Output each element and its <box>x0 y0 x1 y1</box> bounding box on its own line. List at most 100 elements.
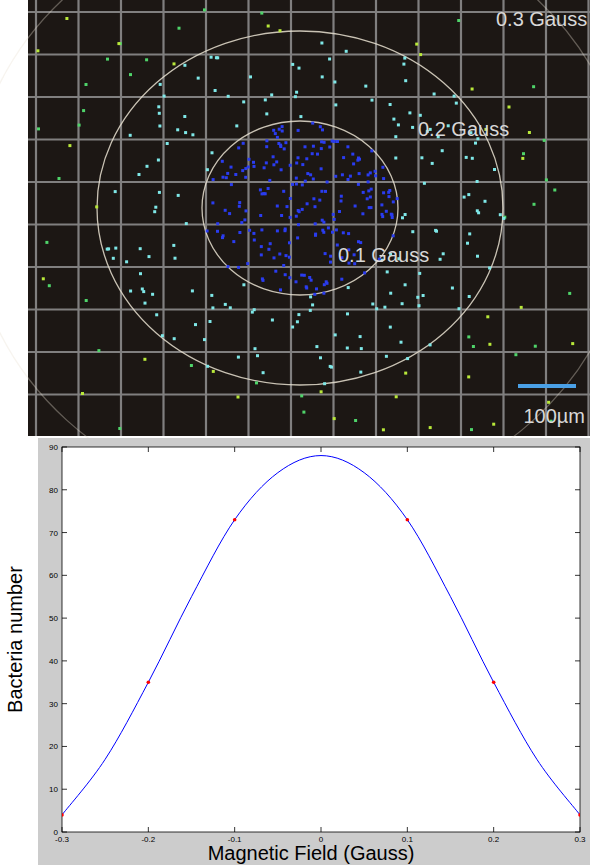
bacterium <box>227 95 230 98</box>
x-tick-label: -0.2 <box>141 835 155 844</box>
bacterium <box>364 85 367 88</box>
bacterium <box>324 190 327 193</box>
x-tick-label: 0.2 <box>488 835 500 844</box>
bacterium <box>474 142 477 145</box>
bacterium <box>508 106 511 109</box>
bacterium <box>346 347 349 350</box>
grid-line <box>28 393 590 395</box>
bacterium <box>401 302 404 305</box>
bacterium <box>331 140 334 143</box>
bacterium <box>148 255 151 258</box>
bacterium <box>206 365 209 368</box>
bacterium <box>114 247 117 250</box>
bacterium <box>381 213 384 216</box>
y-tick <box>575 618 580 619</box>
y-tick-label: 70 <box>49 529 58 538</box>
bacterium <box>85 83 88 86</box>
bacterium <box>324 252 327 255</box>
bacterium <box>312 178 315 181</box>
bacterium <box>360 347 363 350</box>
bacterium <box>467 335 470 338</box>
bacterium <box>568 292 571 295</box>
bacterium <box>470 428 473 431</box>
x-tick-label: 0.3 <box>574 835 586 844</box>
bacterium <box>215 56 218 59</box>
bacterium <box>289 216 292 219</box>
bacterium <box>439 258 442 261</box>
bacterium <box>369 196 372 199</box>
bacterium <box>466 242 469 245</box>
bacterium <box>347 232 350 235</box>
fit-line <box>62 456 580 815</box>
bacterium <box>333 218 336 221</box>
bacterium <box>240 221 243 224</box>
bacterium <box>279 144 282 147</box>
bacterium <box>206 230 209 233</box>
bacterium <box>327 226 330 229</box>
bacterium <box>296 320 299 323</box>
bacterium <box>45 241 48 244</box>
bacterium <box>420 156 423 159</box>
bacterium <box>419 53 422 56</box>
data-point <box>578 813 580 817</box>
data-point <box>147 680 151 684</box>
grid-line <box>502 0 504 436</box>
bacterium <box>476 180 479 183</box>
bacterium <box>253 308 256 311</box>
bacterium <box>262 371 265 374</box>
bacterium <box>528 131 531 134</box>
x-tick <box>62 827 63 832</box>
bacterium <box>144 302 147 305</box>
bacterium <box>242 100 245 103</box>
bacterium <box>183 115 186 118</box>
bacterium <box>279 29 282 32</box>
y-tick <box>575 489 580 490</box>
bacterium <box>298 67 301 70</box>
bacterium <box>375 307 378 310</box>
bacterium <box>316 153 319 156</box>
bacterium <box>65 17 68 20</box>
bacterium <box>283 147 286 150</box>
bacterium <box>212 178 215 181</box>
bacterium <box>281 130 284 133</box>
bacterium <box>367 173 370 176</box>
bacterium <box>394 157 397 160</box>
bacterium <box>404 283 407 286</box>
bacterium <box>401 216 404 219</box>
bacterium <box>253 165 256 168</box>
bacterium <box>157 105 160 108</box>
bacterium <box>502 217 505 220</box>
bacterium <box>282 264 285 267</box>
bacterium <box>359 371 362 374</box>
bacterium <box>357 183 360 186</box>
bacterium <box>36 49 39 52</box>
y-tick-label: 90 <box>49 443 58 452</box>
bacterium <box>68 144 71 147</box>
bacterium <box>308 276 311 279</box>
bacterium <box>143 358 146 361</box>
bacterium <box>346 312 349 315</box>
bacterium <box>284 273 287 276</box>
data-point <box>233 518 237 522</box>
x-axis-title: Magnetic Field (Gauss) <box>208 842 415 864</box>
bacterium <box>280 168 283 171</box>
y-tick <box>62 447 67 448</box>
bacterium <box>146 165 149 168</box>
bacterium <box>97 349 100 352</box>
bacterium <box>341 173 344 176</box>
bacterium <box>347 286 350 289</box>
bacterium <box>352 162 355 165</box>
bacterium <box>305 157 308 160</box>
bacterium <box>138 173 141 176</box>
y-tick <box>62 703 67 704</box>
y-tick <box>62 489 67 490</box>
bacterium <box>313 293 316 296</box>
bacterium <box>227 265 230 268</box>
bacterium <box>151 293 154 296</box>
bacterium <box>107 247 110 250</box>
bacterium <box>306 202 309 205</box>
x-tick <box>321 447 322 452</box>
bacterium <box>295 215 298 218</box>
bacterium <box>328 146 331 149</box>
bacterium <box>492 423 495 426</box>
